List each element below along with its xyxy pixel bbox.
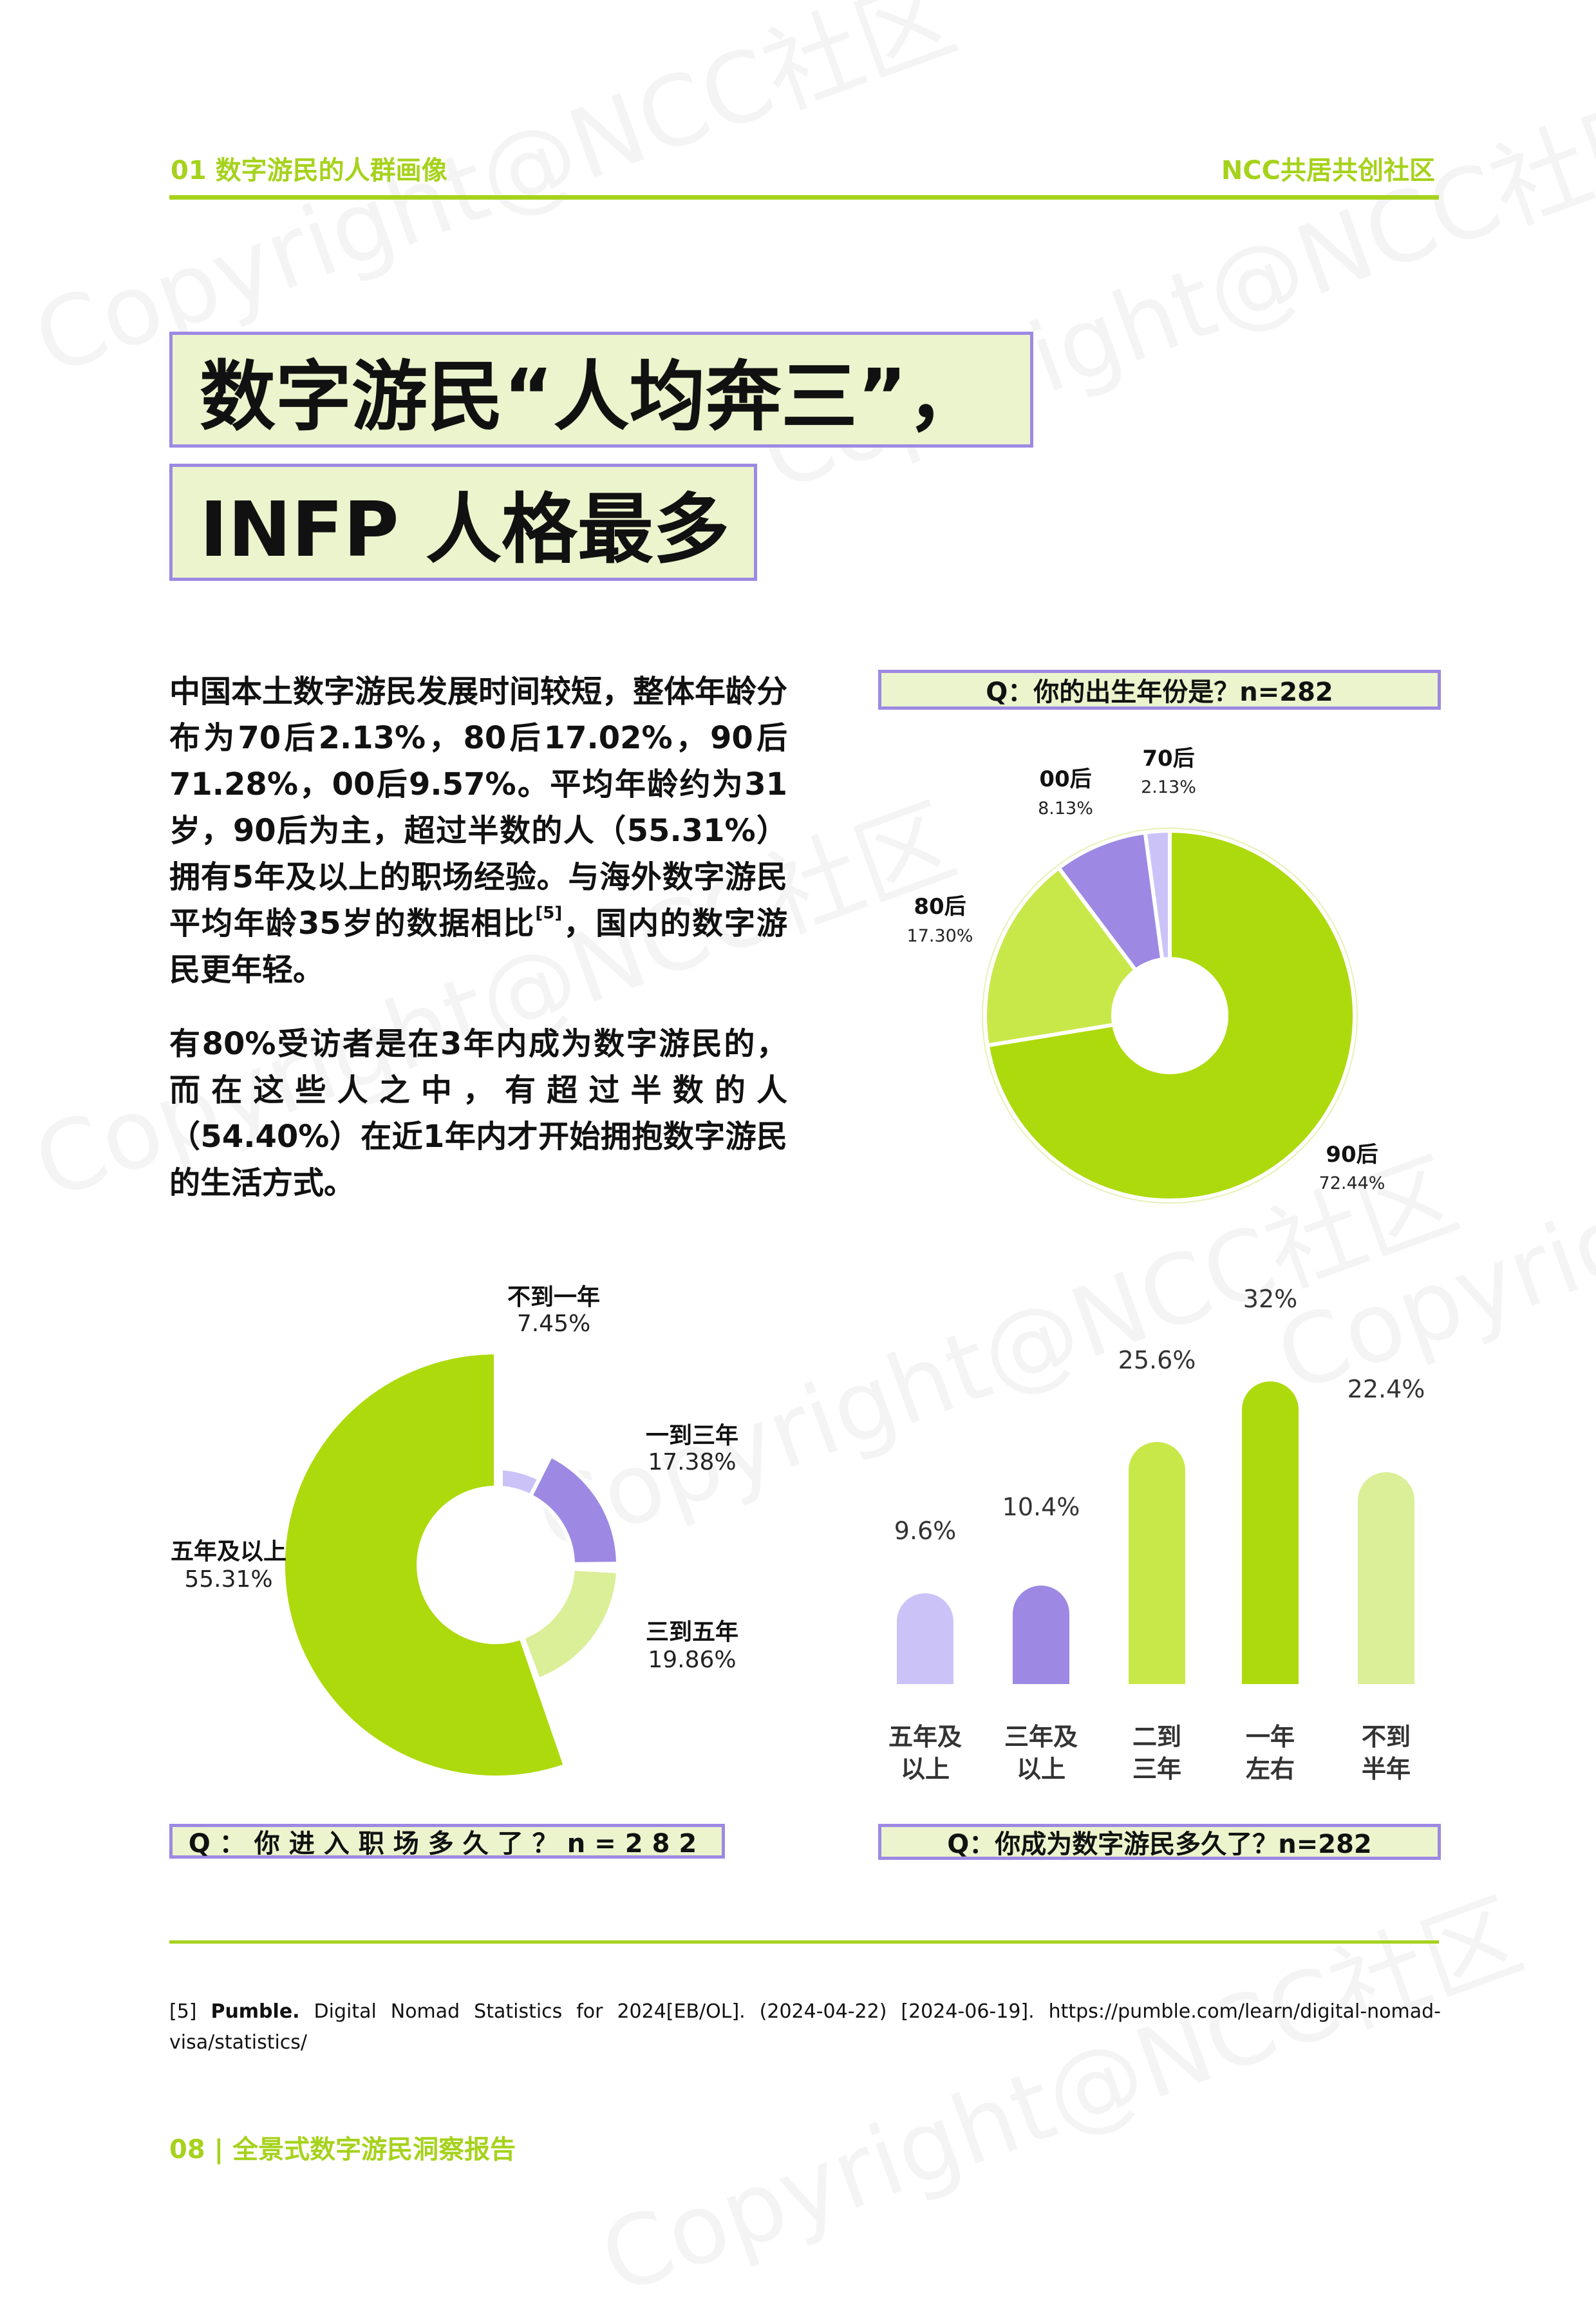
- title-line-1-box: 数字游民“人均奔三”，: [169, 332, 1033, 448]
- bar-category-under-half-year: 不到 半年: [1335, 1721, 1438, 1785]
- title-line-2-box: INFP 人格最多: [169, 464, 757, 581]
- slice-3-to-5-years[interactable]: [520, 1567, 620, 1682]
- brand-header: NCC共居共创社区: [1221, 156, 1435, 185]
- slice-70s[interactable]: [1143, 829, 1172, 962]
- body-paragraph-1: 中国本土数字游民发展时间较短，整体年龄分布为70后2.13%，80后17.02%…: [169, 668, 787, 993]
- slice-90s[interactable]: [985, 829, 1357, 1202]
- bar-category-line: 以上: [900, 1755, 950, 1783]
- bar-3-plus-years[interactable]: [1013, 1586, 1069, 1684]
- bar-category-line: 五年及: [888, 1723, 962, 1751]
- bar-category-3-plus-years: 三年及 以上: [990, 1721, 1093, 1785]
- bar-value-under-half-year: 22.4%: [1347, 1375, 1425, 1403]
- label-3-to-5-years-pct: 19.86%: [648, 1647, 737, 1673]
- bar-category-line: 一年: [1245, 1723, 1295, 1751]
- label-00s-name: 00后: [1039, 766, 1092, 792]
- page-title-line-1: 数字游民“人均奔三”，: [200, 352, 984, 441]
- label-70s-pct: 2.13%: [1141, 777, 1196, 797]
- label-90s-pct: 72.44%: [1319, 1173, 1385, 1193]
- bar-category-line: 半年: [1361, 1755, 1411, 1783]
- bar-2-to-3-years[interactable]: [1129, 1442, 1185, 1684]
- label-5-plus-years-pct: 55.31%: [184, 1566, 273, 1593]
- bar-under-half-year[interactable]: [1358, 1472, 1414, 1684]
- page-title-line-2: INFP 人格最多: [200, 484, 729, 574]
- watermark: Copyright@NCC社区: [740, 55, 1596, 518]
- body-paragraph-2: 有80%受访者是在3年内成为数字游民的，而在这些人之中，有超过半数的人（54.4…: [169, 1021, 787, 1206]
- paragraph-1-tail: ，国内的数字游民更年轻。: [169, 905, 787, 988]
- footnote-ref: [5]: [169, 2000, 197, 2023]
- label-80s-name: 80后: [914, 894, 966, 920]
- bar-category-line: 左右: [1245, 1755, 1295, 1783]
- footnote-text[interactable]: Digital Nomad Statistics for 2024[EB/OL]…: [169, 2000, 1441, 2054]
- work-experience-donut-chart: [283, 1350, 620, 1777]
- label-5-plus-years-name: 五年及以上: [170, 1539, 286, 1565]
- label-80s-pct: 17.30%: [906, 926, 973, 946]
- slice-1-to-3-years[interactable]: [529, 1454, 620, 1566]
- footnote-divider: [169, 1940, 1439, 1944]
- bar-value-5-plus-years: 9.6%: [894, 1517, 957, 1545]
- header-divider: [169, 195, 1439, 200]
- bar-category-line: 二到: [1132, 1723, 1181, 1751]
- page-footer: 08 | 全景式数字游民洞察报告: [169, 2135, 516, 2165]
- bar-category-2-to-3-years: 二到 三年: [1105, 1721, 1208, 1785]
- label-70s-name: 70后: [1142, 746, 1195, 772]
- footnote: [5] Pumble. Digital Nomad Statistics for…: [169, 1996, 1441, 2058]
- paragraph-2-text: 有80%受访者是在3年内成为数字游民的，而在这些人之中，有超过半数的人（54.4…: [169, 1026, 787, 1201]
- bar-5-plus-years[interactable]: [897, 1593, 953, 1684]
- bar-category-line: 三年: [1132, 1755, 1181, 1783]
- label-1-to-3-years-name: 一到三年: [645, 1423, 738, 1449]
- birth-year-question-text: Q：你的出生年份是？n=282: [986, 677, 1333, 707]
- bar-category-line: 以上: [1016, 1755, 1066, 1783]
- work-experience-question-text: Q：你进入职场多久了？n=282: [188, 1829, 706, 1859]
- label-3-to-5-years-name: 三到五年: [645, 1619, 738, 1645]
- bar-category-about-1-year: 一年 左右: [1219, 1721, 1322, 1785]
- bar-value-about-1-year: 32%: [1243, 1285, 1298, 1313]
- slice-00s[interactable]: [1056, 830, 1165, 972]
- birth-year-question: Q：你的出生年份是？n=282: [878, 670, 1441, 710]
- footnote-source: Pumble.: [211, 2000, 300, 2023]
- watermark: Copyright@NCC社区: [579, 1858, 1537, 2321]
- bar-category-line: 不到: [1361, 1723, 1411, 1751]
- slice-5-plus-years[interactable]: [283, 1350, 567, 1777]
- bar-value-3-plus-years: 10.4%: [1002, 1493, 1080, 1521]
- label-under-1-year-pct: 7.45%: [516, 1311, 591, 1337]
- citation-ref[interactable]: [5]: [535, 904, 563, 923]
- label-under-1-year-name: 不到一年: [507, 1284, 600, 1311]
- label-1-to-3-years-pct: 17.38%: [648, 1449, 737, 1475]
- bar-about-1-year[interactable]: [1242, 1381, 1299, 1684]
- birth-year-donut-chart: [982, 828, 1358, 1204]
- work-experience-question: Q：你进入职场多久了？n=282: [169, 1824, 725, 1859]
- section-header: 01 数字游民的人群画像: [171, 156, 447, 185]
- nomad-duration-question-text: Q：你成为数字游民多久了？n=282: [947, 1830, 1372, 1859]
- bar-category-5-plus-years: 五年及 以上: [874, 1721, 977, 1785]
- nomad-duration-bar-chart: [876, 1275, 1442, 1684]
- label-90s-name: 90后: [1326, 1142, 1378, 1168]
- bar-category-line: 三年及: [1004, 1723, 1078, 1751]
- slice-80s[interactable]: [983, 866, 1138, 1048]
- paragraph-1-text: 中国本土数字游民发展时间较短，整体年龄分布为70后2.13%，80后17.02%…: [169, 674, 788, 942]
- label-00s-pct: 8.13%: [1038, 799, 1093, 819]
- bar-value-2-to-3-years: 25.6%: [1118, 1346, 1196, 1374]
- nomad-duration-question: Q：你成为数字游民多久了？n=282: [878, 1824, 1441, 1860]
